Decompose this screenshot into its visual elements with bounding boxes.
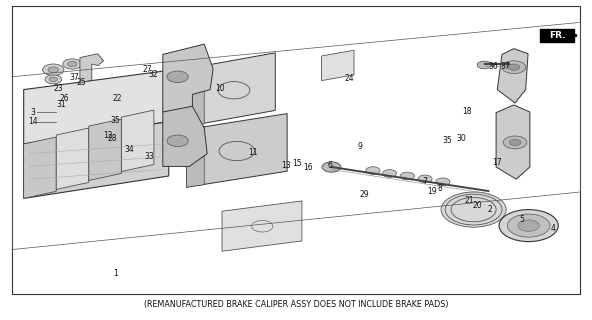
FancyBboxPatch shape: [540, 29, 574, 42]
Text: 27: 27: [142, 65, 152, 74]
Text: 23: 23: [53, 84, 63, 93]
Text: 5: 5: [520, 215, 525, 224]
Circle shape: [75, 151, 91, 159]
Polygon shape: [222, 201, 302, 251]
Circle shape: [436, 178, 450, 186]
Text: 9: 9: [358, 142, 362, 151]
Circle shape: [441, 192, 506, 227]
Circle shape: [46, 157, 61, 166]
Polygon shape: [121, 110, 154, 172]
Text: 37: 37: [500, 62, 510, 71]
Circle shape: [167, 71, 188, 83]
Text: 11: 11: [249, 148, 258, 157]
Text: 13: 13: [281, 161, 291, 170]
Text: 18: 18: [462, 107, 471, 116]
Circle shape: [477, 61, 491, 69]
Polygon shape: [89, 119, 121, 180]
Text: 36: 36: [488, 62, 498, 71]
Text: 30: 30: [457, 134, 466, 143]
Polygon shape: [163, 44, 213, 112]
Circle shape: [40, 155, 66, 169]
Text: 15: 15: [292, 159, 302, 168]
Text: 28: 28: [108, 134, 117, 143]
Circle shape: [382, 170, 397, 177]
Circle shape: [503, 136, 527, 149]
Text: 37: 37: [69, 73, 79, 82]
Text: 10: 10: [215, 84, 225, 93]
Text: 1: 1: [113, 269, 118, 278]
Text: 31: 31: [56, 100, 66, 109]
Text: 26: 26: [59, 94, 69, 103]
Text: 29: 29: [359, 190, 369, 199]
Polygon shape: [186, 127, 204, 187]
Text: 12: 12: [104, 131, 113, 140]
Text: 35: 35: [443, 136, 452, 145]
Circle shape: [105, 145, 120, 153]
Circle shape: [63, 59, 82, 69]
Circle shape: [499, 210, 558, 242]
Circle shape: [45, 75, 62, 84]
Circle shape: [49, 77, 57, 82]
Text: 25: 25: [77, 78, 86, 87]
Polygon shape: [497, 49, 528, 103]
Circle shape: [400, 172, 414, 180]
Text: 19: 19: [427, 187, 437, 196]
Circle shape: [167, 135, 188, 147]
Text: 16: 16: [303, 163, 313, 172]
Text: 33: 33: [145, 152, 155, 161]
Polygon shape: [321, 50, 354, 81]
Text: 22: 22: [112, 94, 122, 103]
Text: 14: 14: [28, 117, 37, 126]
Polygon shape: [496, 105, 530, 179]
Circle shape: [322, 162, 341, 172]
Polygon shape: [56, 128, 89, 189]
Polygon shape: [186, 66, 204, 126]
Text: 34: 34: [124, 145, 134, 154]
Text: 7: 7: [423, 177, 427, 186]
Polygon shape: [24, 70, 169, 144]
Text: 20: 20: [472, 201, 482, 210]
Circle shape: [518, 220, 539, 231]
Text: 32: 32: [148, 70, 157, 79]
Circle shape: [366, 167, 380, 174]
Text: (REMANUFACTURED BRAKE CALIPER ASSY DOES NOT INCLUDE BRAKE PADS): (REMANUFACTURED BRAKE CALIPER ASSY DOES …: [144, 300, 448, 309]
Circle shape: [507, 214, 550, 237]
Circle shape: [508, 64, 520, 70]
Text: 21: 21: [465, 196, 474, 205]
Polygon shape: [24, 122, 169, 198]
Circle shape: [99, 142, 126, 156]
Polygon shape: [163, 106, 207, 166]
Circle shape: [418, 175, 432, 183]
Polygon shape: [186, 53, 275, 126]
Circle shape: [67, 61, 77, 67]
Polygon shape: [24, 137, 56, 198]
Circle shape: [43, 64, 64, 76]
Text: 35: 35: [111, 116, 120, 125]
Polygon shape: [186, 114, 287, 187]
Circle shape: [502, 61, 526, 74]
Circle shape: [509, 139, 521, 146]
Circle shape: [48, 67, 59, 73]
Text: 24: 24: [345, 74, 354, 83]
Text: 3: 3: [30, 108, 35, 116]
Text: FR.: FR.: [549, 31, 565, 40]
Text: 6: 6: [328, 161, 333, 170]
Text: 17: 17: [493, 158, 502, 167]
Circle shape: [70, 148, 96, 162]
Text: 4: 4: [551, 224, 556, 233]
Text: 8: 8: [437, 184, 442, 193]
Text: 2: 2: [488, 205, 493, 214]
Polygon shape: [80, 54, 104, 83]
